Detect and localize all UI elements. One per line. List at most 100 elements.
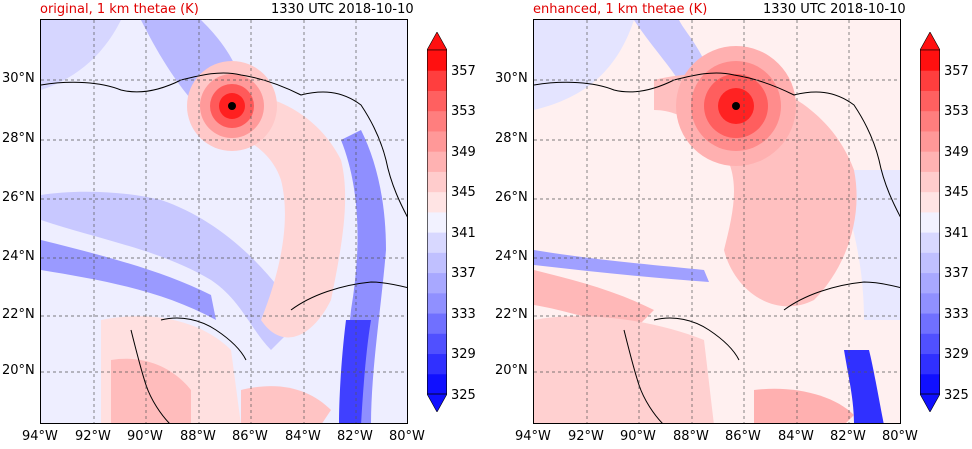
colorbar-segment <box>427 353 447 375</box>
colorbar-segment <box>920 110 940 132</box>
colorbar-segment <box>920 313 940 334</box>
colorbar-extend-high <box>426 31 448 51</box>
colorbar-segment <box>920 130 940 152</box>
colorbar-segment <box>920 292 940 314</box>
right-lon-tick-90: 90°W <box>620 429 656 444</box>
right-lon-tick-88: 88°W <box>673 429 709 444</box>
right-colorbar <box>919 31 941 413</box>
left-lon-tick-84: 84°W <box>285 429 321 444</box>
colorbar-segment <box>427 211 447 233</box>
colorbar-segment <box>427 333 447 355</box>
storm-center-marker-enhanced <box>732 102 740 110</box>
colorbar-extend-high <box>919 31 941 51</box>
right-lat-tick-30: 30°N <box>495 71 528 86</box>
left-lon-tick-90: 90°W <box>127 429 163 444</box>
left-lon-tick-80: 80°W <box>389 429 425 444</box>
colorbar-segment <box>920 353 940 375</box>
colorbar-segment <box>427 191 447 213</box>
left-lon-tick-94: 94°W <box>22 429 58 444</box>
right-cb-label-333: 333 <box>944 307 969 322</box>
colorbar-segment <box>427 313 447 334</box>
colorbar-extend-low <box>919 393 941 413</box>
right-cb-label-349: 349 <box>944 145 969 160</box>
colorbar-segment <box>920 191 940 213</box>
colorbar-segment <box>920 373 940 395</box>
left-cb-label-349: 349 <box>451 145 476 160</box>
colorbar-segment <box>427 252 447 274</box>
colorbar-segment <box>920 211 940 233</box>
right-cb-label-329: 329 <box>944 347 969 362</box>
right-lat-tick-26: 26°N <box>495 190 528 205</box>
right-panel-time: 1330 UTC 2018-10-10 <box>763 2 906 17</box>
right-lat-tick-20: 20°N <box>495 363 528 378</box>
left-lat-tick-22: 22°N <box>2 307 35 322</box>
left-map <box>40 19 408 424</box>
colorbar-segment <box>920 90 940 112</box>
right-map-field <box>534 20 900 423</box>
right-lon-tick-92: 92°W <box>568 429 604 444</box>
colorbar-segment <box>920 70 940 91</box>
colorbar-segment <box>920 171 940 193</box>
colorbar-segment <box>427 50 447 71</box>
colorbar-extend-low <box>426 393 448 413</box>
right-lat-tick-24: 24°N <box>495 249 528 264</box>
colorbar-segment <box>427 151 447 172</box>
right-cb-label-353: 353 <box>944 104 969 119</box>
colorbar-segment <box>427 272 447 294</box>
left-lon-tick-86: 86°W <box>232 429 268 444</box>
right-lon-tick-80: 80°W <box>882 429 918 444</box>
left-lat-tick-24: 24°N <box>2 249 35 264</box>
right-lat-tick-22: 22°N <box>495 307 528 322</box>
left-cb-label-337: 337 <box>451 266 476 281</box>
colorbar-segment <box>427 90 447 112</box>
left-cb-label-329: 329 <box>451 347 476 362</box>
storm-center-marker <box>228 102 236 110</box>
left-map-field <box>41 20 407 423</box>
left-lon-tick-92: 92°W <box>75 429 111 444</box>
left-lon-tick-82: 82°W <box>337 429 373 444</box>
colorbar-segment <box>427 292 447 314</box>
right-cb-label-337: 337 <box>944 266 969 281</box>
right-lon-tick-82: 82°W <box>830 429 866 444</box>
colorbar-segment <box>920 252 940 274</box>
colorbar-segment <box>427 130 447 152</box>
left-lat-tick-26: 26°N <box>2 190 35 205</box>
left-cb-label-353: 353 <box>451 104 476 119</box>
colorbar-segment <box>920 151 940 172</box>
colorbar-segment <box>427 232 447 253</box>
colorbar-segment <box>427 110 447 132</box>
left-cb-label-325: 325 <box>451 388 476 403</box>
right-cb-label-357: 357 <box>944 64 969 79</box>
colorbar-segment <box>920 272 940 294</box>
colorbar-segment <box>920 50 940 71</box>
colorbar-segment <box>427 373 447 395</box>
colorbar-frame <box>920 49 940 395</box>
right-panel-title: enhanced, 1 km thetae (K) <box>533 2 708 17</box>
right-lat-tick-28: 28°N <box>495 131 528 146</box>
right-lon-tick-84: 84°W <box>778 429 814 444</box>
left-lat-tick-30: 30°N <box>2 71 35 86</box>
right-lon-tick-86: 86°W <box>725 429 761 444</box>
colorbar-segment <box>427 70 447 91</box>
left-cb-label-345: 345 <box>451 185 476 200</box>
left-cb-label-357: 357 <box>451 64 476 79</box>
left-panel-title: original, 1 km thetae (K) <box>40 2 199 17</box>
colorbar-segment <box>427 171 447 193</box>
left-lon-tick-88: 88°W <box>180 429 216 444</box>
left-cb-label-341: 341 <box>451 226 476 241</box>
right-map <box>533 19 901 424</box>
right-lon-tick-94: 94°W <box>515 429 551 444</box>
right-colorbar-svg <box>919 31 941 413</box>
right-cb-label-345: 345 <box>944 185 969 200</box>
left-colorbar <box>426 31 448 413</box>
left-cb-label-333: 333 <box>451 307 476 322</box>
right-cb-label-341: 341 <box>944 226 969 241</box>
left-colorbar-svg <box>426 31 448 413</box>
colorbar-frame <box>427 49 447 395</box>
colorbar-segment <box>920 333 940 355</box>
right-cb-label-325: 325 <box>944 388 969 403</box>
left-lat-tick-20: 20°N <box>2 363 35 378</box>
left-panel-time: 1330 UTC 2018-10-10 <box>271 2 414 17</box>
left-lat-tick-28: 28°N <box>2 131 35 146</box>
colorbar-segment <box>920 232 940 253</box>
